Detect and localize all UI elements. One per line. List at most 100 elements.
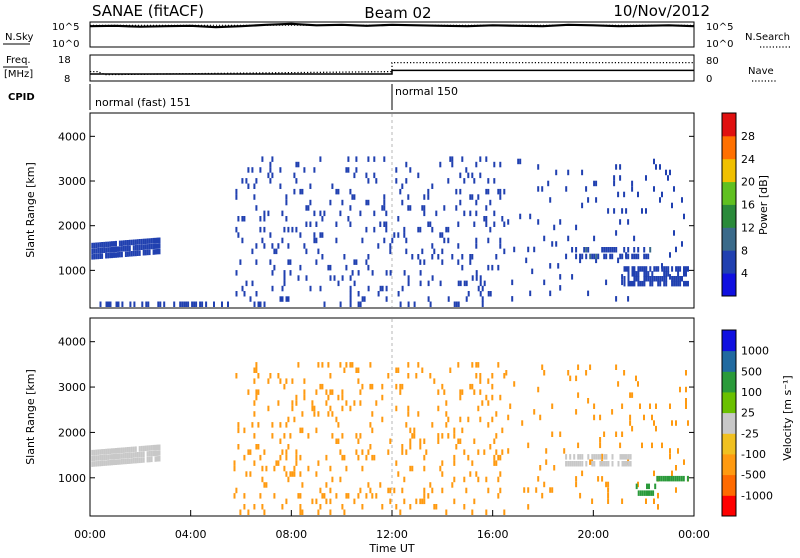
range-cell — [531, 268, 534, 275]
range-cell — [281, 210, 284, 217]
range-cell — [91, 254, 94, 260]
range-cell — [138, 250, 141, 256]
range-cell — [443, 237, 446, 244]
freq-line — [90, 69, 694, 75]
range-cell — [401, 444, 404, 450]
range-cell — [577, 442, 580, 449]
range-cell — [471, 172, 474, 179]
range-cell — [555, 169, 558, 176]
range-cell — [629, 414, 632, 421]
range-cell — [156, 450, 159, 456]
range-cell — [427, 221, 430, 227]
range-cell — [593, 403, 596, 409]
range-cell — [635, 276, 638, 282]
range-cell — [679, 280, 682, 287]
range-cell — [191, 301, 194, 307]
range-cell — [379, 285, 382, 292]
range-cell — [293, 172, 296, 179]
range-cell — [305, 248, 308, 255]
range-cell — [491, 383, 494, 390]
range-cell — [365, 454, 368, 461]
range-cell — [581, 454, 584, 460]
range-cell — [459, 199, 462, 206]
range-cell — [686, 475, 689, 482]
range-cell — [499, 161, 502, 168]
range-cell — [259, 301, 262, 307]
range-cell — [559, 219, 562, 225]
range-cell — [431, 226, 434, 233]
range-cell — [275, 460, 278, 466]
range-cell — [455, 188, 458, 195]
range-cell — [93, 461, 96, 467]
range-cell — [299, 232, 302, 238]
range-cell — [676, 475, 679, 482]
range-cell — [687, 420, 689, 426]
x-tick-label: 08:00 — [275, 528, 307, 541]
range-cell — [497, 362, 500, 368]
range-cell — [341, 405, 344, 412]
range-cell — [479, 172, 482, 179]
range-cell — [138, 451, 141, 458]
range-cell — [453, 427, 456, 434]
range-cell — [445, 226, 448, 233]
range-cell — [463, 504, 466, 510]
range-cell — [593, 454, 596, 460]
range-cell — [575, 476, 578, 482]
range-cell — [93, 248, 96, 254]
range-cell — [431, 422, 434, 428]
range-cell — [315, 221, 318, 227]
range-cell — [483, 216, 486, 222]
range-cell — [605, 253, 608, 260]
range-cell — [113, 252, 115, 258]
range-cell — [575, 409, 578, 415]
range-cell — [91, 455, 94, 462]
range-cell — [130, 458, 133, 464]
range-cell — [579, 492, 582, 499]
range-cell — [649, 266, 652, 272]
range-cell — [589, 459, 592, 465]
range-cell — [297, 362, 300, 368]
range-cell — [147, 301, 150, 307]
range-cell — [507, 219, 510, 225]
power-colorbar: 4 8 12 16 20 24 28 — [721, 112, 755, 297]
range-cell — [381, 383, 384, 390]
range-cell — [349, 405, 352, 412]
range-cell — [465, 167, 468, 173]
range-cell — [655, 164, 657, 170]
range-cell — [597, 454, 600, 460]
range-cell — [351, 270, 354, 276]
range-cell — [113, 453, 115, 460]
range-cell — [144, 244, 147, 250]
range-cell — [493, 210, 496, 217]
range-cell — [403, 476, 406, 483]
range-cell — [643, 276, 646, 282]
range-cell — [120, 246, 123, 252]
range-cell — [487, 422, 490, 428]
range-cell — [565, 454, 568, 460]
range-cell — [271, 270, 274, 276]
range-cell — [369, 383, 372, 390]
range-cell — [441, 460, 444, 466]
range-cell — [273, 493, 276, 499]
nave-line — [90, 61, 694, 76]
range-cell — [473, 438, 476, 444]
range-cell — [549, 263, 552, 269]
range-cell — [183, 301, 186, 307]
range-cell — [581, 461, 584, 467]
range-cell — [625, 266, 628, 272]
range-cell — [397, 291, 400, 297]
range-cell — [477, 449, 480, 455]
range-cell — [239, 509, 242, 515]
range-cell — [631, 180, 634, 187]
range-cell — [659, 197, 661, 203]
range-cell — [287, 259, 290, 265]
range-cell — [661, 191, 663, 198]
range-cell — [453, 498, 456, 505]
range-cell — [631, 280, 634, 287]
range-cell — [643, 280, 646, 287]
range-cell — [285, 454, 288, 461]
range-cell — [393, 232, 396, 238]
range-cell — [653, 470, 655, 477]
range-cell — [617, 461, 620, 467]
range-cell — [639, 403, 641, 409]
